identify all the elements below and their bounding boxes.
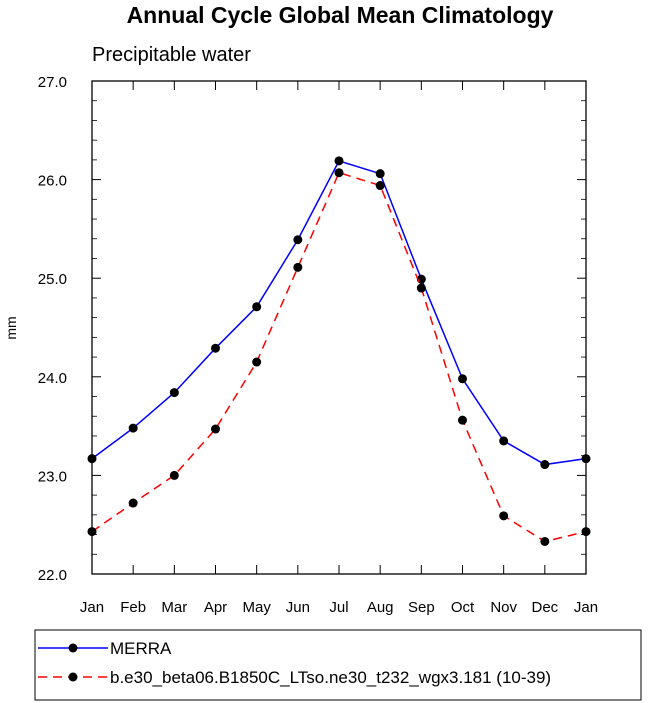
chart-title: Annual Cycle Global Mean Climatology [127, 2, 554, 28]
data-point [375, 169, 385, 179]
x-tick-label: Nov [490, 599, 517, 616]
data-point [252, 302, 262, 312]
x-tick-label: Mar [161, 599, 187, 616]
legend: MERRA b.e30_beta06.B1850C_LTso.ne30_t232_… [34, 629, 642, 701]
y-tick-label: 22.0 [38, 567, 67, 584]
series-line [91, 171, 587, 543]
x-tick-label: Oct [451, 599, 475, 616]
chart-subtitle: Precipitable water [92, 44, 251, 66]
data-point [169, 388, 179, 398]
data-point [293, 262, 303, 272]
x-tick-label: Aug [367, 599, 394, 616]
data-point [128, 423, 138, 433]
data-point [293, 235, 303, 245]
y-tick-label: 25.0 [38, 271, 67, 288]
data-point [499, 436, 509, 446]
data-point [211, 343, 220, 353]
data-point [540, 536, 550, 546]
x-tick-label: Jul [329, 599, 348, 616]
plot-frame [91, 80, 587, 575]
series-layer [87, 156, 591, 546]
data-point [169, 470, 179, 480]
x-tick-label: May [242, 599, 271, 616]
series-1 [87, 156, 591, 470]
data-point [252, 357, 262, 367]
x-tick-label: Jun [286, 599, 310, 616]
y-tick-label: 27.0 [38, 74, 67, 91]
x-tick-label: Feb [120, 599, 146, 616]
y-axis-label: mm [3, 316, 19, 339]
data-point [499, 511, 509, 521]
data-point [128, 498, 138, 508]
legend-marker [68, 643, 78, 653]
legend-label: MERRA [110, 639, 172, 658]
legend-marker [68, 672, 78, 682]
legend-box [34, 629, 642, 701]
y-tick-label: 23.0 [38, 468, 67, 485]
y-tick-label: 24.0 [38, 370, 67, 387]
data-point [416, 283, 426, 293]
data-point [458, 415, 467, 425]
x-tick-label: Dec [531, 599, 558, 616]
legend-entry: b.e30_beta06.B1850C_LTso.ne30_t232_wgx3.… [38, 668, 551, 687]
x-tick-label: Sep [408, 599, 435, 616]
x-tick-label: Jan [80, 599, 104, 616]
axis-ticks [91, 80, 587, 575]
data-point [334, 156, 344, 166]
series-2 [87, 168, 591, 546]
legend-label: b.e30_beta06.B1850C_LTso.ne30_t232_wgx3.… [110, 668, 551, 687]
x-tick-label: Jan [574, 599, 598, 616]
tick-labels: Jan Feb Mar Apr May Jun Jul Aug Sep Oct Nov Dec Jan 2… [38, 74, 598, 616]
y-tick-label: 26.0 [38, 173, 67, 190]
x-tick-label: Apr [204, 599, 227, 616]
data-point [211, 424, 220, 434]
data-point [458, 374, 467, 384]
data-point [375, 181, 385, 191]
data-point [540, 460, 550, 470]
legend-entry: MERRA [38, 639, 172, 658]
series-line [91, 159, 587, 466]
data-point [334, 168, 344, 178]
